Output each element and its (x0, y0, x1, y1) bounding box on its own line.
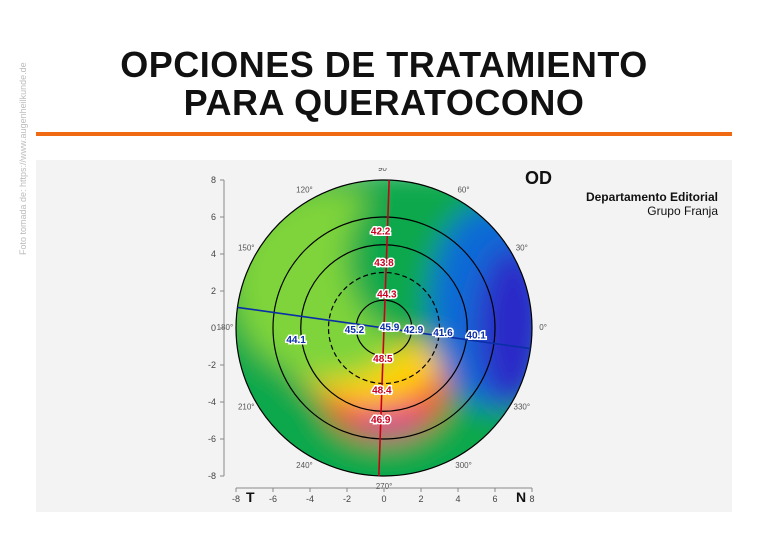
svg-text:42.9: 42.9 (404, 325, 424, 336)
svg-text:42.2: 42.2 (371, 226, 391, 237)
svg-text:44.1: 44.1 (286, 335, 306, 346)
page-title: OPCIONES DE TRATAMIENTO PARA QUERATOCONO (0, 0, 768, 122)
svg-text:6: 6 (211, 212, 216, 222)
svg-text:-4: -4 (306, 494, 314, 504)
svg-text:0°: 0° (539, 323, 547, 332)
photo-credit: Foto tomada de: https://www.augenheilkun… (18, 62, 28, 255)
svg-text:48.5: 48.5 (373, 354, 393, 365)
svg-text:-8: -8 (232, 494, 240, 504)
svg-text:120°: 120° (296, 185, 313, 194)
page-root: OPCIONES DE TRATAMIENTO PARA QUERATOCONO… (0, 0, 768, 538)
svg-text:43.8: 43.8 (374, 258, 394, 269)
svg-text:30°: 30° (516, 244, 528, 253)
svg-text:60°: 60° (457, 185, 469, 194)
svg-text:4: 4 (455, 494, 460, 504)
svg-text:41.6: 41.6 (433, 328, 453, 339)
temporal-label: T (246, 489, 255, 505)
svg-text:210°: 210° (238, 403, 255, 412)
svg-text:-2: -2 (343, 494, 351, 504)
svg-text:2: 2 (211, 286, 216, 296)
svg-text:180°: 180° (217, 323, 234, 332)
svg-text:-2: -2 (208, 360, 216, 370)
svg-text:150°: 150° (238, 244, 255, 253)
svg-text:48.4: 48.4 (372, 386, 392, 397)
svg-text:330°: 330° (514, 403, 531, 412)
title-line-1: OPCIONES DE TRATAMIENTO (0, 46, 768, 84)
svg-text:90°: 90° (378, 168, 390, 173)
svg-text:40.1: 40.1 (466, 331, 486, 342)
svg-text:45.9: 45.9 (380, 323, 400, 334)
dept-line-2: Grupo Franja (586, 204, 718, 218)
svg-text:300°: 300° (455, 461, 472, 470)
svg-text:8: 8 (529, 494, 534, 504)
title-divider (36, 132, 732, 136)
svg-text:0: 0 (381, 494, 386, 504)
svg-text:45.2: 45.2 (345, 325, 365, 336)
dept-line-1: Departamento Editorial (586, 190, 718, 204)
svg-text:2: 2 (418, 494, 423, 504)
svg-text:4: 4 (211, 249, 216, 259)
svg-text:44.3: 44.3 (377, 289, 397, 300)
title-line-2: PARA QUERATOCONO (0, 84, 768, 122)
svg-text:-6: -6 (269, 494, 277, 504)
chart-panel: OD Departamento Editorial Grupo Franja 0… (36, 160, 732, 512)
svg-text:8: 8 (211, 175, 216, 185)
editorial-credit: Departamento Editorial Grupo Franja (586, 190, 718, 218)
svg-text:-6: -6 (208, 434, 216, 444)
svg-text:-4: -4 (208, 397, 216, 407)
svg-text:0: 0 (211, 323, 216, 333)
topography-chart: 0°30°60°90°120°150°180°210°240°270°300°3… (164, 168, 604, 508)
svg-text:240°: 240° (296, 461, 313, 470)
svg-text:-8: -8 (208, 471, 216, 481)
y-axis: -8 -6 -4 -2 0 2 4 6 8 (208, 175, 224, 481)
svg-text:6: 6 (492, 494, 497, 504)
nasal-label: N (516, 489, 526, 505)
svg-text:46.9: 46.9 (371, 415, 391, 426)
